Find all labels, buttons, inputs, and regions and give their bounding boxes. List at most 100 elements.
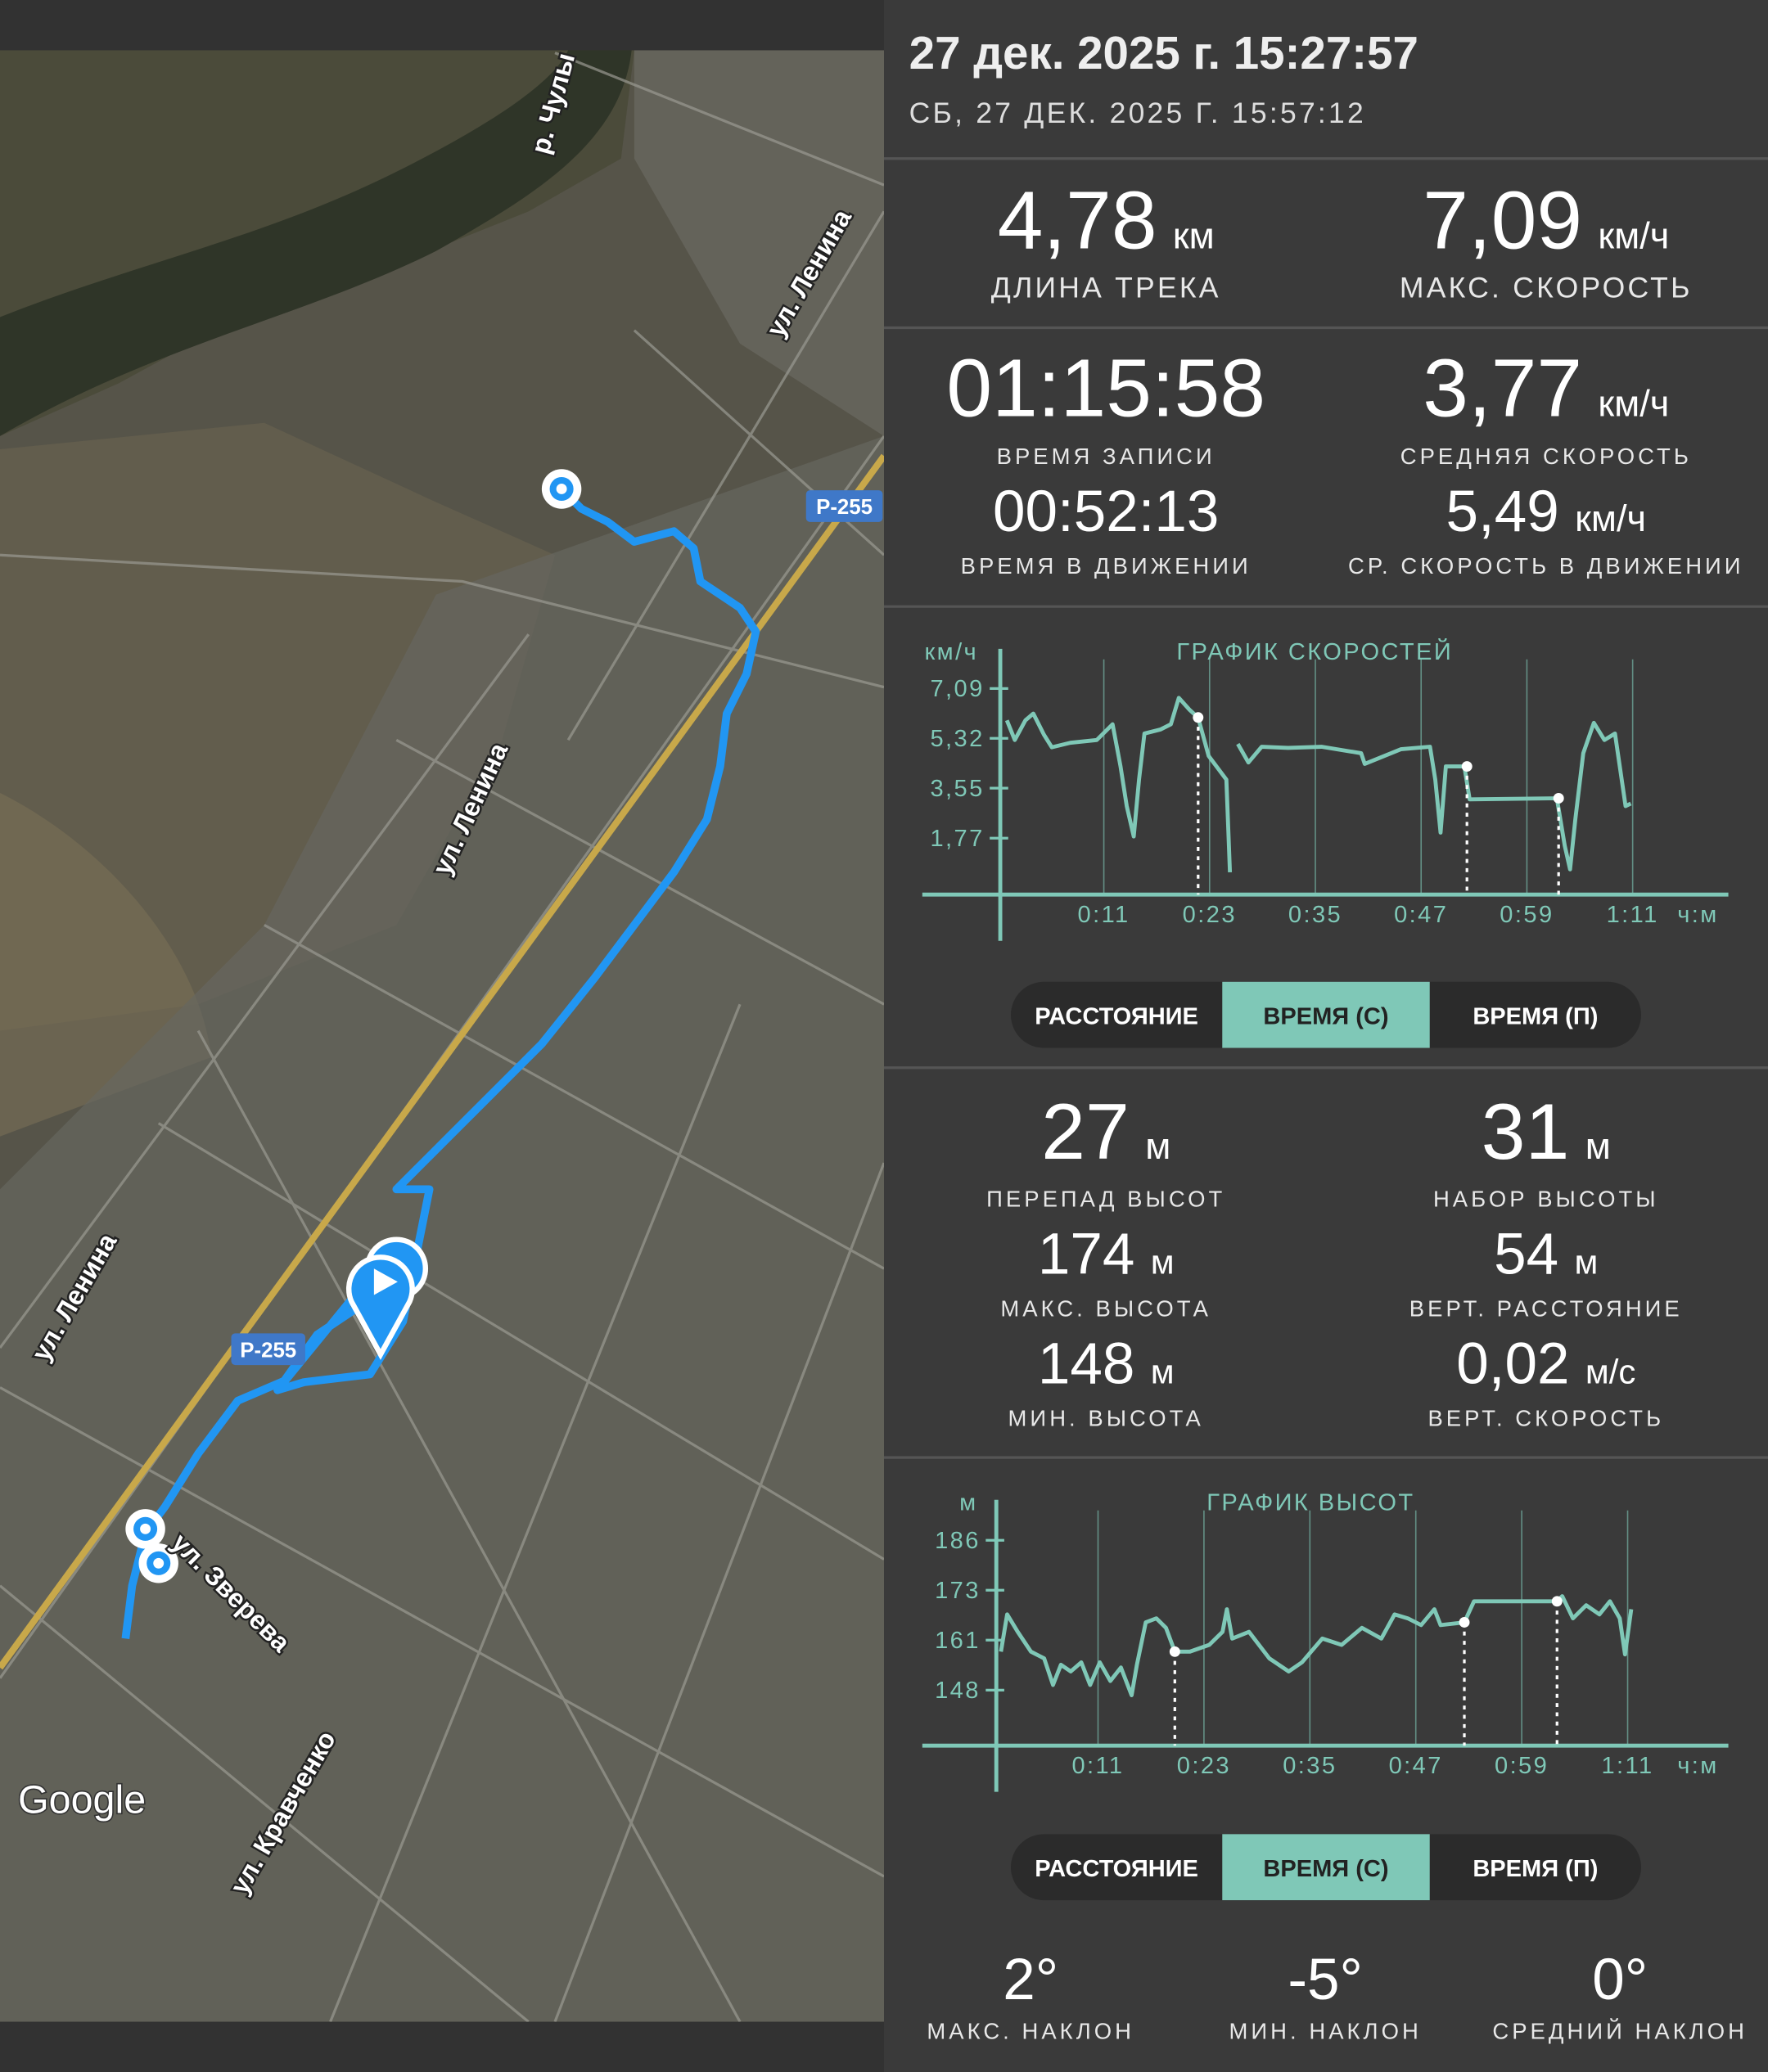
stat-value: 54 м	[1494, 1223, 1598, 1287]
x-tick-label: 0:35	[1288, 902, 1342, 928]
google-logo: Google	[18, 1777, 146, 1822]
marker-dot	[1551, 1596, 1563, 1607]
value: 5,49	[1446, 480, 1559, 544]
stat-label: ДЛИНА ТРЕКА	[991, 271, 1221, 304]
marker-dot	[1461, 761, 1473, 772]
marker-dot	[1193, 712, 1204, 723]
unit: м	[1151, 1353, 1175, 1391]
x-tick-label: 0:59	[1495, 1753, 1549, 1779]
x-axis-label: ч:м	[1677, 1753, 1718, 1779]
stat-label: МИН. НАКЛОН	[1229, 2019, 1422, 2044]
stat-value: 27 м	[1041, 1087, 1170, 1176]
stat-value: 174 м	[1038, 1223, 1175, 1287]
toggle-option[interactable]: ВРЕМЯ (С)	[1263, 1856, 1388, 1882]
y-tick-label: 161	[935, 1628, 981, 1654]
chart-title: ГРАФИК ВЫСОТ	[1206, 1490, 1414, 1516]
value: 4,78	[998, 175, 1157, 267]
stat-value: 3,77 км/ч	[1423, 343, 1669, 435]
stat-value: -5°	[1288, 1948, 1363, 2012]
unit: км	[1173, 215, 1215, 257]
stat-label: МИН. ВЫСОТА	[1008, 1405, 1204, 1430]
value: 31	[1482, 1087, 1570, 1176]
y-tick-label: 186	[935, 1528, 981, 1554]
x-tick-label: 1:11	[1601, 1753, 1653, 1779]
stat-label: ПЕРЕПАД ВЫСОТ	[986, 1186, 1225, 1211]
unit: км/ч	[1575, 498, 1646, 539]
toggle-selected[interactable]	[1222, 1834, 1430, 1901]
stat-label: ВЕРТ. СКОРОСТЬ	[1427, 1405, 1664, 1430]
value: -5°	[1288, 1948, 1363, 2012]
toggle-option[interactable]: ВРЕМЯ (П)	[1473, 1003, 1598, 1029]
stat-value: 0,02 м/с	[1456, 1332, 1635, 1397]
toggle-selected[interactable]	[1222, 981, 1430, 1048]
unit: м/с	[1585, 1353, 1635, 1391]
toggle-option[interactable]: ВРЕМЯ (П)	[1473, 1856, 1598, 1882]
stat-value: 0°	[1592, 1948, 1648, 2012]
value: 0,02	[1456, 1332, 1569, 1397]
marker-dot	[1169, 1646, 1180, 1657]
value: 174	[1038, 1223, 1134, 1287]
value: 2°	[1003, 1948, 1058, 2012]
map: р. Чулы ул. Ленина ул. Ленина ул. Ленина…	[0, 50, 884, 2022]
y-tick-label: 7,09	[930, 676, 984, 702]
x-tick-label: 0:11	[1078, 902, 1130, 928]
stat-label: МАКС. ВЫСОТА	[1000, 1295, 1211, 1321]
unit: м	[1145, 1125, 1170, 1167]
stat-label: СРЕДНЯЯ СКОРОСТЬ	[1400, 444, 1692, 469]
stat-label: ВРЕМЯ В ДВИЖЕНИИ	[961, 553, 1252, 579]
value: 7,09	[1423, 175, 1582, 267]
y-tick-label: 5,32	[930, 726, 984, 752]
road-badge: Р-255	[240, 1339, 296, 1362]
y-axis-label: м	[959, 1490, 977, 1516]
value: 01:15:58	[946, 343, 1265, 435]
y-tick-label: 3,55	[930, 776, 984, 802]
stat-label: ВЕРТ. РАССТОЯНИЕ	[1409, 1295, 1683, 1321]
x-tick-label: 0:59	[1500, 902, 1554, 928]
chart-title: ГРАФИК СКОРОСТЕЙ	[1176, 637, 1453, 665]
y-tick-label: 173	[935, 1578, 981, 1604]
x-tick-label: 0:23	[1183, 902, 1237, 928]
value: 0°	[1592, 1948, 1648, 2012]
stat-value: 5,49 км/ч	[1446, 480, 1647, 544]
stat-label: МАКС. СКОРОСТЬ	[1400, 271, 1693, 304]
stat-value: 01:15:58	[946, 343, 1265, 435]
x-tick-label: 0:23	[1177, 1753, 1231, 1779]
toggle-option[interactable]: РАССТОЯНИЕ	[1035, 1003, 1198, 1029]
x-axis-label: ч:м	[1677, 902, 1718, 928]
x-tick-label: 0:11	[1071, 1753, 1124, 1779]
value: 00:52:13	[993, 480, 1219, 544]
subtitle: СБ, 27 ДЕК. 2025 Г. 15:57:12	[909, 97, 1366, 129]
toggle-option[interactable]: ВРЕМЯ (С)	[1263, 1003, 1388, 1029]
x-tick-label: 0:47	[1394, 902, 1448, 928]
stat-label: МАКС. НАКЛОН	[927, 2019, 1134, 2044]
stat-label: СРЕДНИЙ НАКЛОН	[1492, 2019, 1748, 2044]
data-line	[1004, 696, 1632, 873]
road-badge: Р-255	[816, 496, 873, 519]
unit: м	[1585, 1125, 1611, 1167]
stat-value: 148 м	[1038, 1332, 1175, 1397]
x-tick-label: 0:35	[1283, 1753, 1337, 1779]
stat-label: ВРЕМЯ ЗАПИСИ	[997, 444, 1216, 469]
stat-value: 31 м	[1482, 1087, 1611, 1176]
stat-value: 00:52:13	[993, 480, 1219, 544]
value: 54	[1494, 1223, 1558, 1287]
x-tick-label: 0:47	[1389, 1753, 1443, 1779]
unit: км/ч	[1598, 383, 1669, 425]
y-tick-label: 148	[935, 1678, 981, 1704]
unit: км/ч	[1598, 215, 1669, 257]
value: 3,77	[1423, 343, 1582, 435]
x-tick-label: 1:11	[1607, 902, 1659, 928]
stat-label: НАБОР ВЫСОТЫ	[1433, 1186, 1659, 1211]
stat-value: 7,09 км/ч	[1423, 175, 1669, 267]
stat-label: СР. СКОРОСТЬ В ДВИЖЕНИИ	[1348, 553, 1744, 579]
stat-value: 4,78 км	[998, 175, 1215, 267]
y-axis-label: км/ч	[925, 639, 979, 665]
value: 27	[1041, 1087, 1130, 1176]
marker-dot	[1459, 1617, 1470, 1628]
title: 27 дек. 2025 г. 15:27:57	[909, 27, 1418, 79]
value: 148	[1038, 1332, 1134, 1397]
separators	[884, 157, 1768, 1459]
toggle-option[interactable]: РАССТОЯНИЕ	[1035, 1856, 1198, 1882]
unit: м	[1575, 1243, 1599, 1281]
